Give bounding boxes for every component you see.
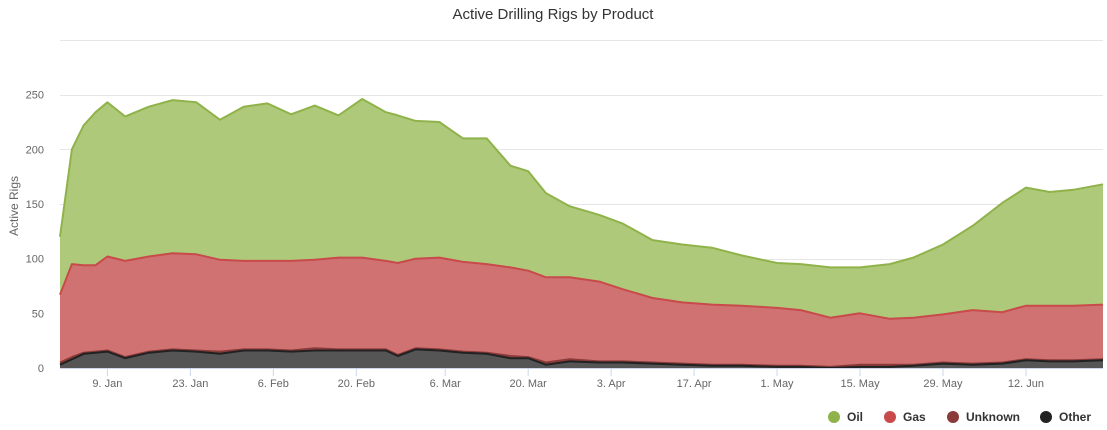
y-tick-label: 250: [26, 90, 44, 102]
x-tick-label: 20. Feb: [338, 378, 375, 390]
series-line-unknown: [59, 347, 1104, 368]
legend-marker-unknown: [947, 411, 959, 423]
legend-item-unknown[interactable]: Unknown: [947, 410, 1020, 424]
series-area-oil: [60, 99, 1103, 319]
x-tick-label: 20. Mar: [510, 378, 548, 390]
series-line-gas: [59, 252, 1104, 320]
legend-label-gas: Gas: [903, 410, 926, 424]
x-tick-label: 6. Mar: [430, 378, 462, 390]
y-tick-label: 100: [26, 254, 44, 266]
legend-label-unknown: Unknown: [966, 410, 1020, 424]
y-axis-title: Active Rigs: [7, 176, 21, 236]
legend-item-gas[interactable]: Gas: [884, 410, 926, 424]
series-area-other: [60, 349, 1103, 368]
x-tick-label: 3. Apr: [597, 378, 626, 390]
x-tick-label: 23. Jan: [172, 378, 208, 390]
chart-title: Active Drilling Rigs by Product: [453, 6, 655, 23]
y-tick-label: 50: [32, 308, 44, 320]
legend-label-other: Other: [1059, 410, 1091, 424]
x-axis: 9. Jan 23. Jan 6. Feb 20. Feb 6. Mar 20. Mar 3…: [60, 368, 1103, 390]
x-tick-label: 29. May: [923, 378, 963, 390]
y-tick-label: 200: [26, 144, 44, 156]
y-tick-label: 150: [26, 199, 44, 211]
y-axis: 0 50 100 150 200 250: [26, 90, 44, 375]
x-tick-label: 1. May: [761, 378, 795, 390]
x-tick-label: 12. Jun: [1008, 378, 1044, 390]
legend-label-oil: Oil: [847, 410, 863, 424]
legend-marker-oil: [828, 411, 840, 423]
legend-marker-other: [1040, 411, 1052, 423]
legend-marker-gas: [884, 411, 896, 423]
legend-item-other[interactable]: Other: [1040, 410, 1091, 424]
y-tick-label: 0: [38, 363, 44, 375]
x-tick-label: 9. Jan: [92, 378, 122, 390]
legend: Oil Gas Unknown Other: [828, 410, 1091, 424]
series-area-gas: [60, 253, 1103, 367]
x-tick-label: 15. May: [840, 378, 880, 390]
x-tick-label: 6. Feb: [258, 378, 289, 390]
x-tick-label: 17. Apr: [677, 378, 712, 390]
series-line-other: [59, 348, 1104, 369]
legend-item-oil[interactable]: Oil: [828, 410, 863, 424]
area-series: [59, 98, 1104, 369]
series-line-oil: [59, 98, 1104, 269]
